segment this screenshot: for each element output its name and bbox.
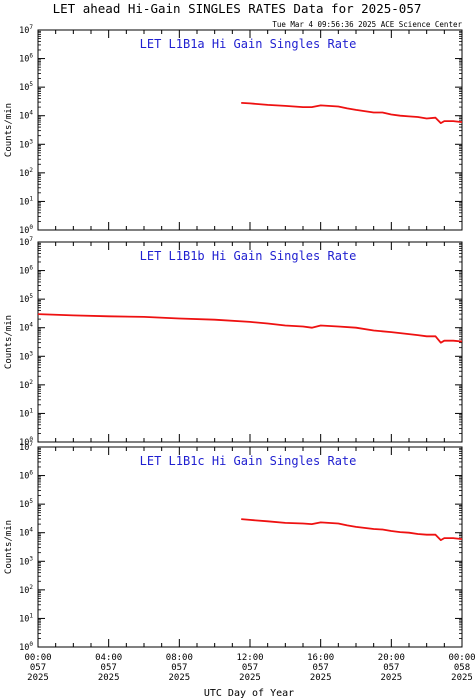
x-axis-label: UTC Day of Year — [204, 688, 294, 699]
y-tick-label: 102 — [19, 379, 33, 391]
x-tick-label-line: 2025 — [451, 673, 473, 683]
y-tick-label: 107 — [19, 236, 33, 248]
y-tick-label: 102 — [19, 167, 33, 179]
y-tick-label: 106 — [19, 53, 33, 65]
x-tick-label-line: 057 — [101, 663, 117, 673]
y-tick-label: 105 — [19, 498, 33, 510]
y-tick-label: 101 — [19, 612, 33, 624]
plot-frame — [37, 29, 463, 231]
y-axis-label: Counts/min — [4, 103, 14, 157]
chart-panel-1: 100 101 102 103 104 105 106 107 Counts/min LET L1… — [4, 24, 463, 236]
y-tick-label: 100 — [19, 436, 33, 448]
plot-frame — [37, 446, 463, 648]
y-tick-label: 106 — [19, 470, 33, 482]
chart-panel-2: 100 101 102 103 104 105 106 107 Counts/min LET L1… — [4, 236, 463, 448]
x-tick-label-line: 2025 — [27, 673, 49, 683]
x-tick-label-line: 16:00 — [307, 653, 334, 663]
y-tick-label: 102 — [19, 584, 33, 596]
x-tick-label-line: 057 — [171, 663, 187, 673]
panel-title: LET L1B1b Hi Gain Singles Rate — [140, 249, 357, 263]
y-tick-label: 101 — [19, 195, 33, 207]
y-tick-label: 104 — [19, 110, 33, 122]
y-tick-label: 106 — [19, 265, 33, 277]
x-tick-label-line: 20:00 — [378, 653, 405, 663]
y-axis-label: Counts/min — [4, 520, 14, 574]
x-tick-label-line: 2025 — [239, 673, 261, 683]
x-tick-label-line: 2025 — [98, 673, 120, 683]
y-tick-label: 104 — [19, 527, 33, 539]
x-tick-label-line: 057 — [313, 663, 329, 673]
y-tick-label: 103 — [19, 138, 33, 150]
y-tick-label: 103 — [19, 555, 33, 567]
panel-title: LET L1B1a Hi Gain Singles Rate — [140, 37, 357, 51]
x-tick-label-line: 00:00 — [448, 653, 475, 663]
y-tick-label: 107 — [19, 24, 33, 36]
series-line-1 — [37, 313, 463, 344]
timestamp: Tue Mar 4 09:56:36 2025 ACE Science Cent… — [272, 20, 462, 29]
y-tick-label: 107 — [19, 441, 33, 453]
x-tick-label-line: 2025 — [380, 673, 402, 683]
x-tick-label-line: 08:00 — [166, 653, 193, 663]
chart-panel-3: 100 101 102 103 104 105 106 107 Counts/min LET L1… — [4, 441, 463, 653]
x-tick-label-line: 00:00 — [24, 653, 51, 663]
x-tick-label-line: 04:00 — [95, 653, 122, 663]
x-tick-label-line: 12:00 — [236, 653, 263, 663]
x-tick-label-line: 057 — [383, 663, 399, 673]
panels: 100 101 102 103 104 105 106 107 Counts/min LET L1… — [4, 24, 475, 683]
x-tick-label-line: 2025 — [310, 673, 332, 683]
y-tick-label: 103 — [19, 350, 33, 362]
panel-title: LET L1B1c Hi Gain Singles Rate — [140, 454, 357, 468]
x-tick-label-line: 057 — [242, 663, 258, 673]
main-title: LET ahead Hi-Gain SINGLES RATES Data for… — [53, 1, 422, 16]
x-tick-label-line: 057 — [30, 663, 46, 673]
series-line-1 — [241, 518, 463, 541]
y-tick-label: 100 — [19, 224, 33, 236]
y-tick-label: 104 — [19, 322, 33, 334]
y-tick-label: 101 — [19, 407, 33, 419]
y-axis-label: Counts/min — [4, 315, 14, 369]
plot-frame — [37, 241, 463, 443]
x-tick-label-line: 058 — [454, 663, 470, 673]
x-tick-label-line: 2025 — [168, 673, 190, 683]
y-tick-label: 105 — [19, 81, 33, 93]
y-tick-label: 105 — [19, 293, 33, 305]
series-line-1 — [241, 102, 463, 124]
y-tick-label: 100 — [19, 641, 33, 653]
